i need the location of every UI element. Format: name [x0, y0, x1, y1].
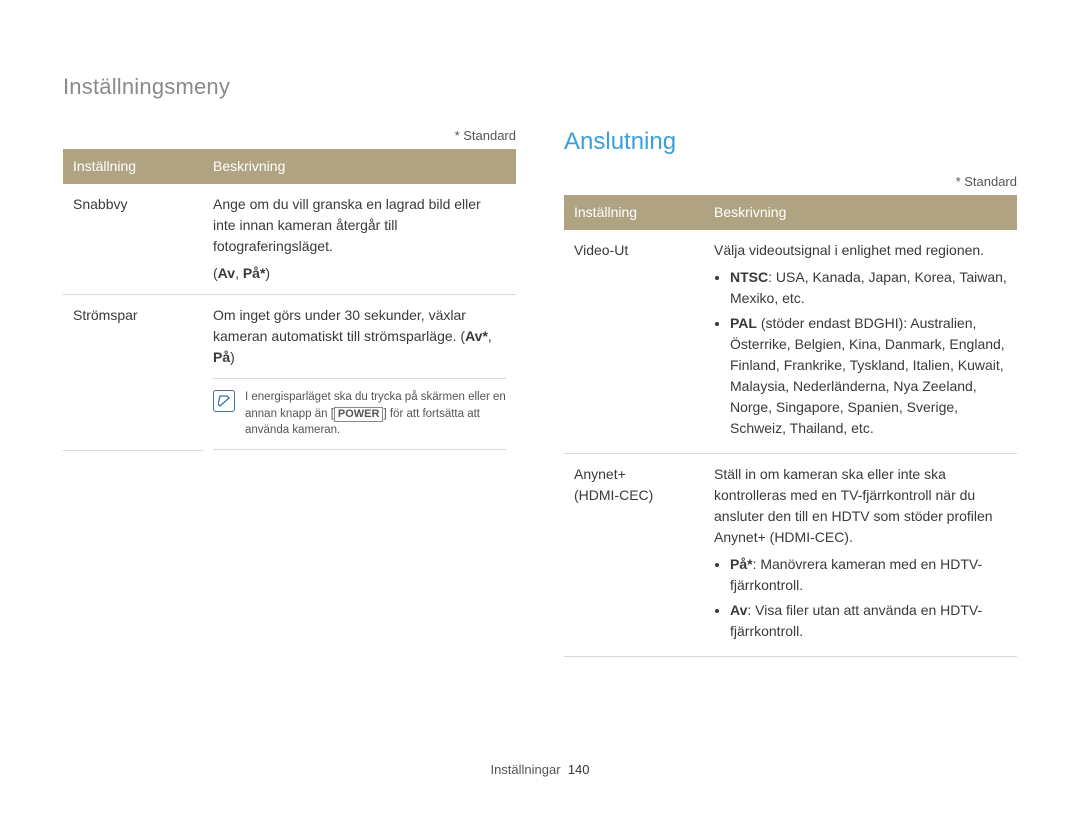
th-description-left: Beskrivning	[203, 149, 516, 184]
opt-pa: På*	[243, 265, 266, 281]
setting-desc-anynet: Ställ in om kameran ska eller inte ska k…	[704, 454, 1017, 657]
page-root: Inställningsmeny * Standard Inställning …	[0, 0, 1080, 815]
bullet-text: : USA, Kanada, Japan, Korea, Taiwan, Mex…	[730, 269, 1007, 306]
desc-suffix: )	[230, 349, 235, 365]
content-columns: * Standard Inställning Beskrivning Snabb…	[63, 128, 1017, 657]
desc-text: Om inget görs under 30 sekunder, växlar …	[213, 307, 466, 344]
page-footer: Inställningar 140	[0, 762, 1080, 777]
bullet-bold: På*	[730, 556, 753, 572]
right-column: Anslutning * Standard Inställning Beskri…	[564, 128, 1017, 657]
table-row: Anynet+ (HDMI-CEC) Ställ in om kameran s…	[564, 454, 1017, 657]
bullet-list: NTSC: USA, Kanada, Japan, Korea, Taiwan,…	[714, 267, 1007, 439]
name-line1: Anynet+	[574, 466, 626, 482]
list-item: NTSC: USA, Kanada, Japan, Korea, Taiwan,…	[730, 267, 1007, 309]
th-setting-right: Inställning	[564, 195, 704, 230]
bullet-bold: NTSC	[730, 269, 768, 285]
list-item: PAL (stöder endast BDGHI): Australien, Ö…	[730, 313, 1007, 439]
opt-av: Av	[218, 265, 235, 281]
desc-intro: Välja videoutsignal i enlighet med regio…	[714, 240, 1007, 261]
opt-sep: ,	[488, 328, 492, 344]
setting-desc-snabbvy: Ange om du vill granska en lagrad bild e…	[203, 184, 516, 295]
opt-av: Av*	[465, 328, 488, 344]
bullet-text: : Manövrera kameran med en HDTV-fjärrkon…	[730, 556, 982, 593]
setting-name-stromspar: Strömspar	[63, 295, 203, 451]
bullet-bold: Av	[730, 602, 747, 618]
footer-page-number: 140	[568, 762, 590, 777]
setting-name-videout: Video-Ut	[564, 230, 704, 454]
table-row: Strömspar Om inget görs under 30 sekunde…	[63, 295, 516, 451]
left-column: * Standard Inställning Beskrivning Snabb…	[63, 128, 516, 657]
note-text: I energisparläget ska du trycka på skärm…	[245, 389, 506, 439]
table-row: Snabbvy Ange om du vill granska en lagra…	[63, 184, 516, 295]
standard-note-left: * Standard	[63, 128, 516, 143]
opt-sep: ,	[235, 265, 243, 281]
opts-suffix: )	[265, 265, 270, 281]
setting-name-anynet: Anynet+ (HDMI-CEC)	[564, 454, 704, 657]
desc-text: Ange om du vill granska en lagrad bild e…	[213, 196, 481, 254]
bullet-text: (stöder endast BDGHI): Australien, Öster…	[730, 315, 1005, 436]
setting-name-snabbvy: Snabbvy	[63, 184, 203, 295]
opt-pa: På	[213, 349, 230, 365]
page-title: Inställningsmeny	[63, 74, 1017, 100]
setting-desc-stromspar: Om inget görs under 30 sekunder, växlar …	[203, 295, 516, 451]
bullet-text: : Visa filer utan att använda en HDTV-fj…	[730, 602, 982, 639]
table-row: Video-Ut Välja videoutsignal i enlighet …	[564, 230, 1017, 454]
bullet-list: På*: Manövrera kameran med en HDTV-fjärr…	[714, 554, 1007, 642]
th-setting-left: Inställning	[63, 149, 203, 184]
left-settings-table: Inställning Beskrivning Snabbvy Ange om …	[63, 149, 516, 451]
note-icon	[213, 390, 235, 412]
footer-label: Inställningar	[490, 762, 560, 777]
power-button-label: POWER	[334, 407, 384, 422]
name-line2: (HDMI-CEC)	[574, 487, 653, 503]
list-item: På*: Manövrera kameran med en HDTV-fjärr…	[730, 554, 1007, 596]
setting-desc-videout: Välja videoutsignal i enlighet med regio…	[704, 230, 1017, 454]
note-box: I energisparläget ska du trycka på skärm…	[213, 378, 506, 450]
bullet-bold: PAL	[730, 315, 757, 331]
th-description-right: Beskrivning	[704, 195, 1017, 230]
standard-note-right: * Standard	[564, 174, 1017, 189]
right-settings-table: Inställning Beskrivning Video-Ut Välja v…	[564, 195, 1017, 657]
section-heading-anslutning: Anslutning	[564, 128, 1017, 156]
list-item: Av: Visa filer utan att använda en HDTV-…	[730, 600, 1007, 642]
desc-intro: Ställ in om kameran ska eller inte ska k…	[714, 464, 1007, 548]
